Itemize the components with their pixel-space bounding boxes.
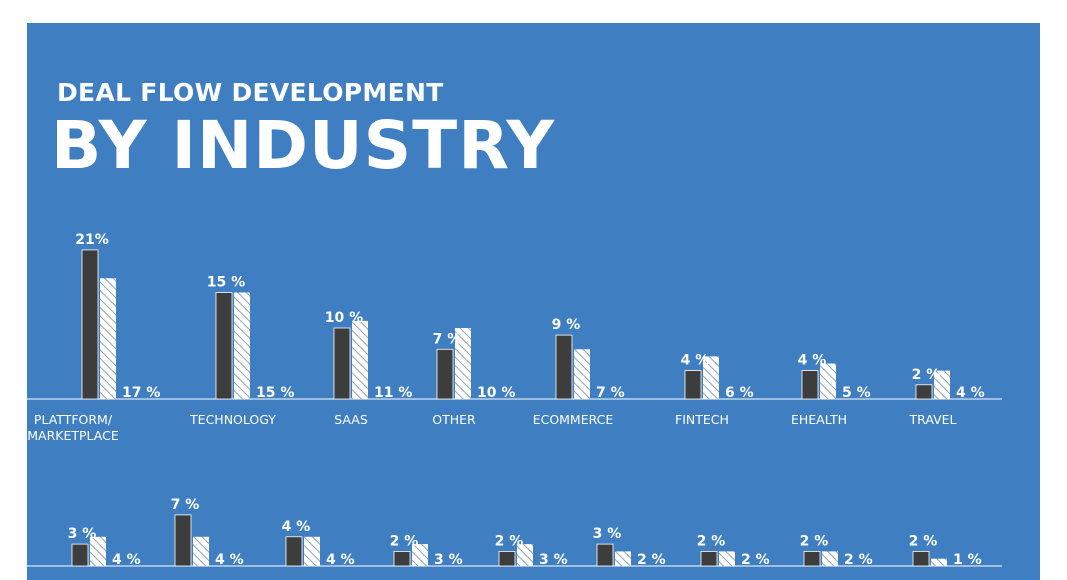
value-label-dark-bottom-8: 2 % xyxy=(909,533,938,549)
category-label-2: SAAS xyxy=(334,412,368,427)
value-label-hatched-top-2: 11 % xyxy=(374,385,412,401)
bar-dark-bottom-6 xyxy=(700,551,718,567)
category-label-7: TRAVEL xyxy=(909,412,957,427)
value-label-dark-top-6: 4 % xyxy=(798,353,827,369)
bar-hatched-bottom-8 xyxy=(931,558,947,566)
value-label-hatched-bottom-2: 4 % xyxy=(326,552,355,568)
bar-hatched-bottom-4 xyxy=(517,544,533,566)
value-label-hatched-top-4: 7 % xyxy=(596,385,625,401)
category-label-6: EHEALTH xyxy=(791,412,847,427)
bar-dark-top-4 xyxy=(555,334,573,400)
bar-hatched-top-4 xyxy=(574,349,590,399)
value-label-hatched-top-7: 4 % xyxy=(956,385,985,401)
value-label-hatched-bottom-8: 1 % xyxy=(953,552,982,568)
bar-hatched-bottom-1 xyxy=(193,536,209,566)
category-label-1: TECHNOLOGY xyxy=(189,412,276,427)
category-label-4: ECOMMERCE xyxy=(533,412,614,427)
bar-hatched-bottom-0 xyxy=(90,536,106,566)
bar-dark-bottom-5 xyxy=(596,543,614,567)
value-label-hatched-top-1: 15 % xyxy=(256,385,294,401)
bar-dark-bottom-8 xyxy=(912,551,930,567)
bar-dark-bottom-4 xyxy=(498,551,516,567)
value-label-hatched-top-6: 5 % xyxy=(842,385,871,401)
value-label-dark-bottom-2: 4 % xyxy=(282,519,311,535)
value-label-dark-bottom-4: 2 % xyxy=(495,533,524,549)
bar-charts: 21% 17 %PLATTFORM/MARKETPLACE 15 % 15 % TECH… xyxy=(27,232,1002,568)
bar-dark-top-6 xyxy=(801,370,819,400)
value-label-dark-bottom-1: 7 % xyxy=(171,497,200,513)
value-label-dark-top-2: 10 % xyxy=(325,310,363,326)
bar-dark-top-3 xyxy=(436,348,454,400)
bar-hatched-bottom-3 xyxy=(412,544,428,566)
value-label-hatched-bottom-6: 2 % xyxy=(741,552,770,568)
value-label-dark-bottom-6: 2 % xyxy=(697,533,726,549)
value-label-hatched-bottom-3: 3 % xyxy=(434,552,463,568)
bar-dark-top-7 xyxy=(915,384,933,400)
bar-dark-bottom-3 xyxy=(393,551,411,567)
bar-hatched-top-6 xyxy=(820,363,836,399)
value-label-hatched-top-3: 10 % xyxy=(477,385,515,401)
bar-hatched-bottom-7 xyxy=(822,551,838,566)
value-label-dark-bottom-7: 2 % xyxy=(800,533,829,549)
bar-dark-top-0 xyxy=(81,249,99,400)
bar-hatched-bottom-6 xyxy=(719,551,735,566)
value-label-dark-top-1: 15 % xyxy=(207,275,245,291)
value-label-hatched-top-0: 17 % xyxy=(122,385,160,401)
bar-hatched-top-2 xyxy=(352,320,368,399)
value-label-hatched-bottom-4: 3 % xyxy=(539,552,568,568)
value-label-dark-top-4: 9 % xyxy=(552,317,581,333)
value-label-hatched-bottom-5: 2 % xyxy=(637,552,666,568)
bar-hatched-bottom-2 xyxy=(304,536,320,566)
bar-hatched-top-3 xyxy=(455,328,471,399)
infographic-panel: DEAL FLOW DEVELOPMENT BY INDUSTRY 21% 17 … xyxy=(27,23,1040,580)
bar-dark-bottom-0 xyxy=(71,543,89,567)
bar-dark-bottom-1 xyxy=(174,514,192,567)
chart-subtitle: DEAL FLOW DEVELOPMENT xyxy=(57,78,444,107)
value-label-hatched-bottom-0: 4 % xyxy=(112,552,141,568)
bar-dark-top-2 xyxy=(333,327,351,400)
value-label-dark-top-7: 2 % xyxy=(912,367,941,383)
value-label-dark-top-0: 21% xyxy=(75,232,109,248)
category-label-3: OTHER xyxy=(432,412,476,427)
value-label-dark-bottom-5: 3 % xyxy=(593,526,622,542)
bar-dark-bottom-2 xyxy=(285,536,303,567)
value-label-dark-top-3: 7 % xyxy=(433,331,462,347)
value-label-hatched-bottom-1: 4 % xyxy=(215,552,244,568)
value-label-dark-bottom-3: 2 % xyxy=(390,533,419,549)
value-label-hatched-bottom-7: 2 % xyxy=(844,552,873,568)
bar-hatched-top-5 xyxy=(703,356,719,399)
bar-dark-top-1 xyxy=(215,292,233,400)
value-label-dark-bottom-0: 3 % xyxy=(68,526,97,542)
category-label-5: FINTECH xyxy=(675,412,729,427)
bar-hatched-top-7 xyxy=(934,370,950,399)
bar-dark-bottom-7 xyxy=(803,551,821,567)
bar-hatched-top-0 xyxy=(100,278,116,399)
category-label-0: PLATTFORM/MARKETPLACE xyxy=(27,412,119,443)
value-label-dark-top-5: 4 % xyxy=(681,353,710,369)
bar-dark-top-5 xyxy=(684,370,702,400)
chart-title: BY INDUSTRY xyxy=(51,107,556,184)
bar-hatched-bottom-5 xyxy=(615,551,631,566)
bar-hatched-top-1 xyxy=(234,292,250,399)
value-label-hatched-top-5: 6 % xyxy=(725,385,754,401)
